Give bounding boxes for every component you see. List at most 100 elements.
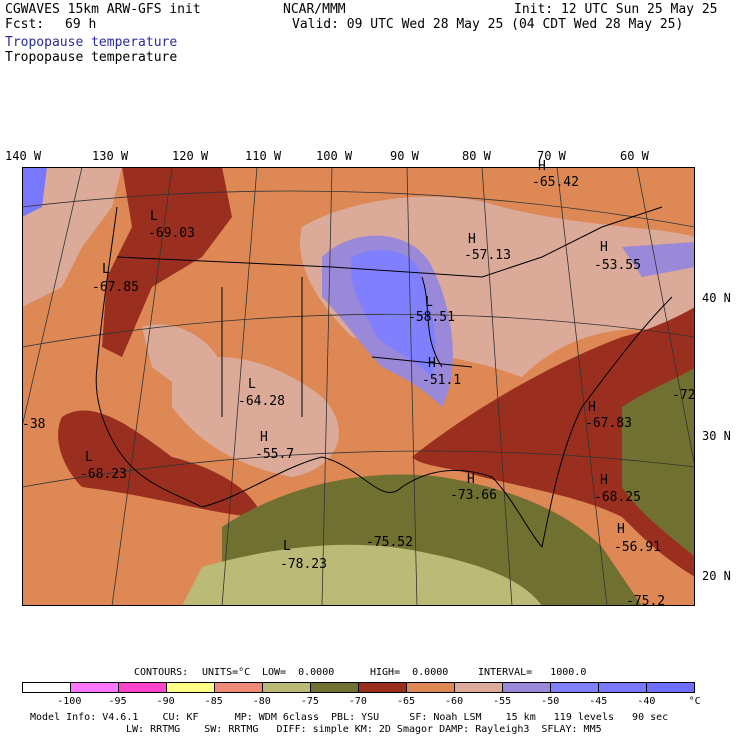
color-swatch-2 bbox=[119, 683, 167, 692]
model-title: CGWAVES 15km ARW-GFS init bbox=[5, 2, 201, 17]
color-swatch-7 bbox=[359, 683, 407, 692]
map-value-18: -72 bbox=[672, 388, 696, 403]
map-value-2: -67.85 bbox=[92, 280, 139, 295]
map-value-4: -65.42 bbox=[532, 175, 579, 190]
map-value-13: -68.25 bbox=[594, 490, 641, 505]
color-tick-label: -45 bbox=[589, 696, 608, 707]
color-swatch-0 bbox=[23, 683, 71, 692]
map-value-12: -73.66 bbox=[450, 488, 497, 503]
map-label-2: L bbox=[102, 262, 110, 277]
blue-region-northeast bbox=[622, 242, 695, 277]
map-label-12: H bbox=[467, 472, 475, 487]
map-value-10: -67.83 bbox=[585, 416, 632, 431]
map-label-11: L bbox=[85, 450, 93, 465]
model-info-line2: LW: RRTMG SW: RRTMG DIFF: simple KM: 2D … bbox=[126, 724, 602, 735]
map-value-5: -53.55 bbox=[594, 258, 641, 273]
color-swatch-11 bbox=[551, 683, 599, 692]
field-title-1: Tropopause temperature bbox=[5, 35, 178, 50]
lon-label-130w: 130 W bbox=[92, 149, 129, 163]
color-tick-label: -70 bbox=[348, 696, 367, 707]
map-label-15: L bbox=[283, 539, 291, 554]
pink-region-southwest bbox=[172, 357, 339, 477]
dark-red-region-northwest bbox=[102, 167, 232, 357]
color-swatch-5 bbox=[263, 683, 311, 692]
map-value-11: -68.23 bbox=[80, 467, 127, 482]
graticule bbox=[22, 167, 695, 606]
contours-high: HIGH= 0.0000 bbox=[370, 667, 449, 678]
map-label-3: H bbox=[468, 232, 476, 247]
color-tick-label: -75 bbox=[300, 696, 319, 707]
blue-region-core bbox=[351, 249, 437, 377]
map-label-1: L bbox=[150, 209, 158, 224]
color-tick-label: -100 bbox=[57, 696, 82, 707]
color-tick-label: -40 bbox=[637, 696, 656, 707]
lon-label-120w: 120 W bbox=[172, 149, 209, 163]
field-title-2: Tropopause temperature bbox=[5, 50, 178, 65]
lat-label-40n: 40 N bbox=[702, 291, 731, 305]
color-tick-label: -80 bbox=[252, 696, 271, 707]
map-label-9: H bbox=[260, 430, 268, 445]
lon-label-100w: 100 W bbox=[316, 149, 353, 163]
color-swatch-1 bbox=[71, 683, 119, 692]
map-value-9: -55.7 bbox=[255, 447, 295, 462]
contours-low: LOW= 0.0000 bbox=[262, 667, 335, 678]
dark-red-region-southeast bbox=[412, 307, 695, 577]
color-tick-label: -60 bbox=[445, 696, 464, 707]
map-value-1: -69.03 bbox=[148, 226, 195, 241]
map-label-8: L bbox=[248, 377, 256, 392]
color-tick-label: -95 bbox=[108, 696, 127, 707]
map-value-7: -51.1 bbox=[422, 373, 462, 388]
light-olive-region-mexico bbox=[182, 544, 542, 606]
forecast-label: Fcst: bbox=[5, 17, 45, 32]
init-time: Init: 12 UTC Sun 25 May 25 bbox=[514, 2, 718, 17]
color-swatch-4 bbox=[215, 683, 263, 692]
map-value-17: -38 bbox=[22, 417, 46, 432]
map-value-15: -78.23 bbox=[280, 557, 327, 572]
map-label-10: H bbox=[588, 400, 596, 415]
color-tick-label: -55 bbox=[493, 696, 512, 707]
color-swatch-3 bbox=[167, 683, 215, 692]
color-tick-label: -85 bbox=[204, 696, 223, 707]
pink-region-northwest bbox=[22, 167, 122, 307]
lat-label-20n: 20 N bbox=[702, 569, 731, 583]
color-tick-label: -65 bbox=[396, 696, 416, 707]
lon-label-70w: 70 W bbox=[537, 149, 566, 163]
map-label-16: H bbox=[617, 522, 625, 537]
lon-label-140w: 140 W bbox=[5, 149, 42, 163]
color-tick-label: °C bbox=[688, 696, 701, 707]
dark-red-region-southwest bbox=[58, 410, 262, 517]
map-value-8: -64.28 bbox=[238, 394, 285, 409]
map-label-4: H bbox=[538, 159, 546, 174]
color-swatch-8 bbox=[407, 683, 455, 692]
map-value-6: -58.51 bbox=[408, 310, 455, 325]
valid-time: Valid: 09 UTC Wed 28 May 25 (04 CDT Wed … bbox=[292, 17, 684, 32]
lat-label-30n: 30 N bbox=[702, 429, 731, 443]
tropopause-temperature-map bbox=[22, 167, 695, 606]
color-swatch-10 bbox=[503, 683, 551, 692]
color-tick-label: -90 bbox=[156, 696, 175, 707]
map-label-13: H bbox=[600, 473, 608, 488]
pink-region-great-basin bbox=[142, 324, 222, 397]
lon-label-80w: 80 W bbox=[462, 149, 491, 163]
forecast-hours: 69 h bbox=[65, 17, 97, 32]
map-label-7: H bbox=[428, 356, 436, 371]
map-value-16: -56.91 bbox=[614, 540, 661, 555]
lon-label-90w: 90 W bbox=[390, 149, 419, 163]
color-tick-label: -50 bbox=[541, 696, 560, 707]
map-label-6: L bbox=[425, 295, 433, 310]
model-info-line1: Model Info: V4.6.1 CU: KF MP: WDM 6class… bbox=[30, 712, 669, 723]
contours-label: CONTOURS: bbox=[134, 667, 189, 678]
color-scale-bar bbox=[22, 682, 695, 693]
map-label-5: H bbox=[600, 240, 608, 255]
olive-region-atlantic bbox=[622, 367, 695, 557]
color-swatch-9 bbox=[455, 683, 503, 692]
color-swatch-12 bbox=[599, 683, 647, 692]
contours-units: UNITS=°C bbox=[202, 667, 251, 678]
lon-label-110w: 110 W bbox=[245, 149, 282, 163]
coastlines bbox=[95, 206, 673, 548]
map-value-19: -75.2 bbox=[626, 594, 666, 609]
map-value-3: -57.13 bbox=[464, 248, 511, 263]
map-value-14: -75.52 bbox=[366, 535, 413, 550]
lon-label-60w: 60 W bbox=[620, 149, 649, 163]
color-swatch-13 bbox=[647, 683, 694, 692]
